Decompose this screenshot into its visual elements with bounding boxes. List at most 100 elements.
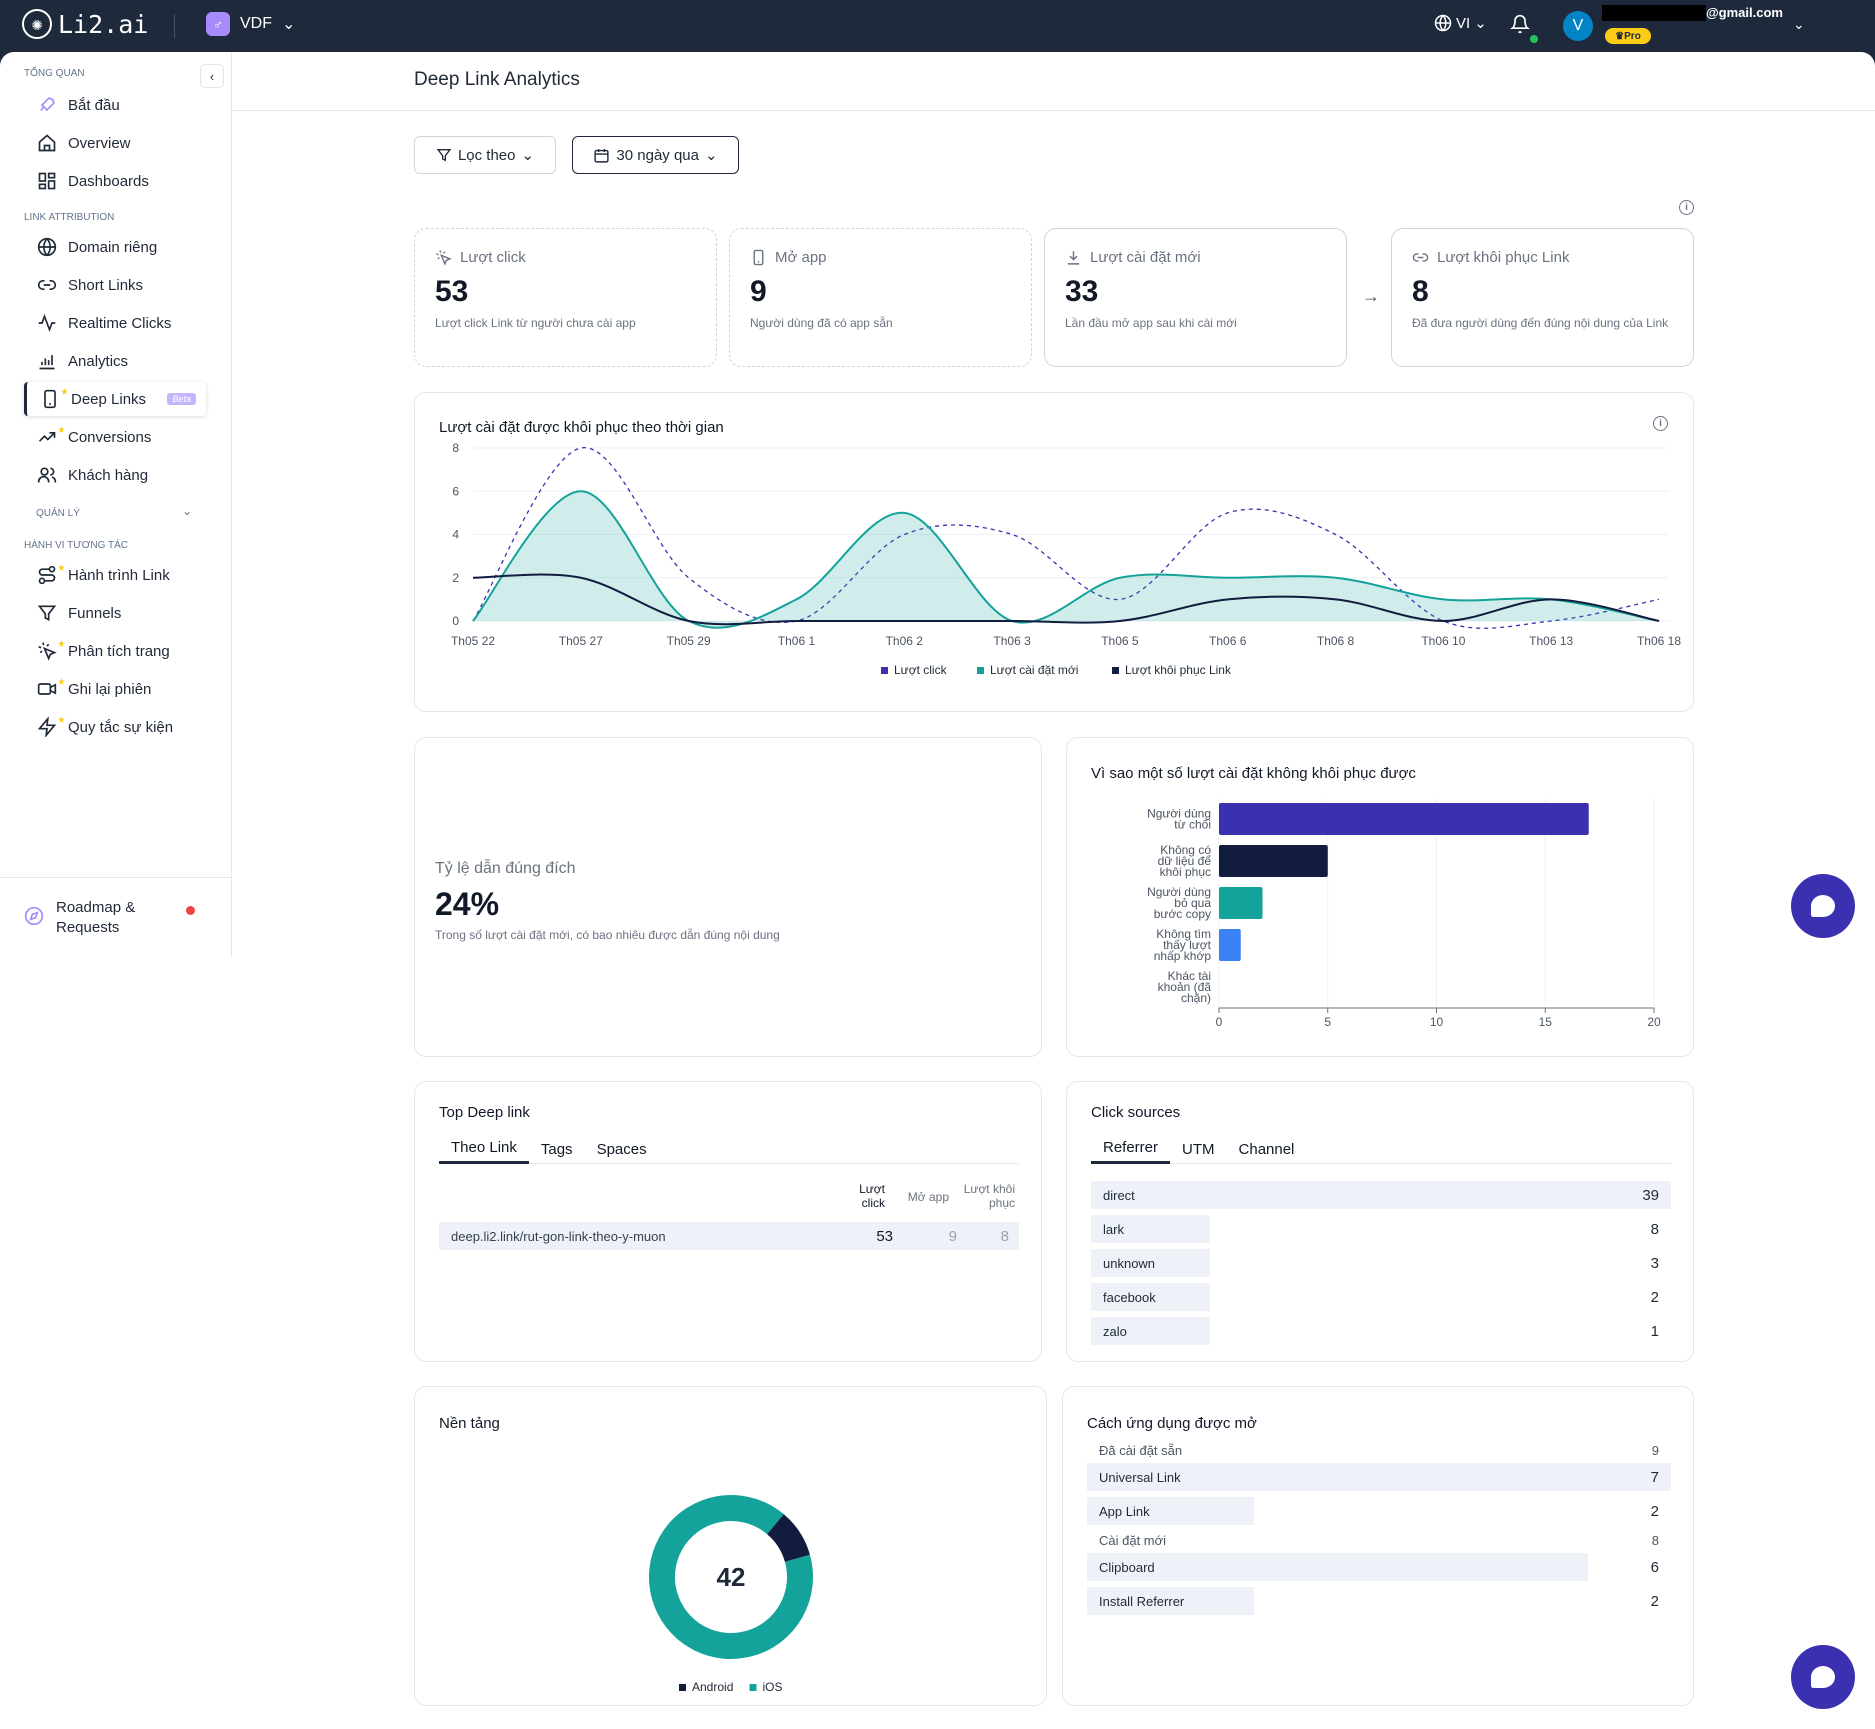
source-row[interactable]: facebook 2 xyxy=(1091,1283,1671,1311)
sidebar-item-label: Khách hàng xyxy=(68,466,149,484)
row-opens: 9 xyxy=(948,1227,957,1245)
sidebar-item-session-recording[interactable]: Ghi lại phiên xyxy=(24,672,206,706)
sidebar-item-label: Bắt đầu xyxy=(68,96,120,114)
sidebar-item-deep-links[interactable]: Deep Links Beta xyxy=(24,382,206,416)
sidebar-item-domain[interactable]: Domain riêng xyxy=(24,230,206,264)
group-label: Đã cài đặt sẵn xyxy=(1099,1443,1183,1458)
sidebar-item-overview[interactable]: Overview xyxy=(24,126,206,160)
globe-icon xyxy=(1434,14,1452,32)
tab-tags[interactable]: Tags xyxy=(540,1140,573,1158)
filter-button[interactable]: Lọc theo ⌄ xyxy=(414,136,556,174)
source-row[interactable]: zalo 1 xyxy=(1091,1317,1671,1345)
category-label-line: Người dùng xyxy=(1147,807,1211,821)
info-icon[interactable]: i xyxy=(1679,200,1694,215)
workspace-switcher[interactable]: ♂ VDF ⌄ xyxy=(206,12,295,36)
method-bar xyxy=(1087,1587,1254,1615)
method-row[interactable]: Clipboard 6 xyxy=(1087,1553,1671,1581)
tab-channel[interactable]: Channel xyxy=(1238,1140,1295,1158)
stat-description: Người dùng đã có app sẵn xyxy=(750,316,893,330)
section-label-attribution: LINK ATTRIBUTION xyxy=(24,212,115,223)
category-label-line: Khác tài xyxy=(1168,969,1211,983)
column-header-clicks[interactable]: Lượt click xyxy=(859,1182,885,1210)
top-deep-link-card: Top Deep link Theo Link Tags Spaces Lượt… xyxy=(414,1081,1042,1362)
sidebar-item-link-journey[interactable]: Hành trình Link xyxy=(24,558,206,592)
column-header-opens[interactable]: Mở app xyxy=(907,1190,949,1204)
source-row[interactable]: direct 39 xyxy=(1091,1181,1671,1209)
stat-label-text: Mở app xyxy=(775,249,827,266)
success-rate-description: Trong số lượt cài đặt mới, có bao nhiêu … xyxy=(435,928,780,942)
x-tick-label: Th06 13 xyxy=(1529,634,1573,648)
sidebar-item-label: Deep Links xyxy=(71,390,147,408)
app-shell: TỔNG QUAN ‹ Bắt đầu Overview Dashboards … xyxy=(0,52,1875,1729)
method-row[interactable]: Install Referrer 2 xyxy=(1087,1587,1671,1615)
sidebar-item-realtime[interactable]: Realtime Clicks xyxy=(24,306,206,340)
sidebar-item-event-rules[interactable]: Quy tắc sự kiện xyxy=(24,710,206,744)
app-open-card: Cách ứng dụng được mở Đã cài đặt sẵn 9 Uni… xyxy=(1062,1386,1694,1706)
click-sources-card: Click sources Referrer UTM Channel direc… xyxy=(1066,1081,1694,1362)
roadmap-link[interactable]: Roadmap & Requests xyxy=(24,898,135,938)
category-label-line: khoản (đã xyxy=(1158,980,1212,994)
source-row[interactable]: lark 8 xyxy=(1091,1215,1671,1243)
chevron-down-icon[interactable]: ⌄ xyxy=(182,504,193,518)
language-switcher[interactable]: VI ⌄ xyxy=(1434,14,1487,32)
chevron-down-icon: ⌄ xyxy=(1474,15,1487,32)
collapse-sidebar-button[interactable]: ‹ xyxy=(200,64,224,88)
roadmap-notification-dot xyxy=(186,906,195,915)
source-name: direct xyxy=(1103,1188,1135,1203)
tab-by-link[interactable]: Theo Link xyxy=(439,1134,529,1164)
category-label-line: Người dùng xyxy=(1147,885,1211,899)
group-total: 9 xyxy=(1651,1443,1659,1458)
sidebar-item-start[interactable]: Bắt đầu xyxy=(24,88,206,122)
stat-card-restores: Lượt khôi phục Link 8 Đã đưa người dùng … xyxy=(1391,228,1694,367)
user-menu-chevron-icon[interactable]: ⌄ xyxy=(1793,16,1805,32)
y-tick-label: 0 xyxy=(452,614,459,628)
category-label: Không tìm thấy lượt nhấp khớp xyxy=(1154,927,1212,963)
source-name: facebook xyxy=(1103,1290,1156,1305)
sidebar-item-conversions[interactable]: Conversions xyxy=(24,420,206,454)
bar-chart-icon xyxy=(36,350,58,372)
sidebar-item-page-analytics[interactable]: Phân tích trang xyxy=(24,634,206,668)
logo[interactable]: ✺ Li2.ai xyxy=(22,9,148,39)
tab-spaces[interactable]: Spaces xyxy=(596,1140,647,1158)
x-tick-label: Th06 1 xyxy=(778,634,816,648)
sidebar-item-analytics[interactable]: Analytics xyxy=(24,344,206,378)
sidebar-item-customers[interactable]: Khách hàng xyxy=(24,458,206,492)
sidebar-item-label: Dashboards xyxy=(68,172,149,190)
method-value: 7 xyxy=(1650,1469,1659,1486)
method-name: Clipboard xyxy=(1099,1560,1155,1575)
y-tick-label: 8 xyxy=(452,441,459,455)
star-icon xyxy=(58,678,65,685)
tab-referrer[interactable]: Referrer xyxy=(1091,1134,1171,1164)
sidebar-item-label: Hành trình Link xyxy=(68,566,170,584)
beta-badge: Beta xyxy=(167,393,196,405)
chat-button[interactable] xyxy=(1791,1645,1855,1709)
sidebar-item-funnels[interactable]: Funnels xyxy=(24,596,206,630)
method-row[interactable]: Universal Link 7 xyxy=(1087,1463,1671,1491)
column-header-restores[interactable]: Lượt khôi phục xyxy=(963,1182,1015,1210)
avatar[interactable]: V xyxy=(1563,11,1593,41)
chart-title: Nền tảng xyxy=(439,1415,500,1432)
grid-icon xyxy=(36,170,58,192)
table-row[interactable]: deep.li2.link/rut-gon-link-theo-y-muon 5… xyxy=(439,1222,1019,1250)
method-row[interactable]: App Link 2 xyxy=(1087,1497,1671,1525)
chat-button[interactable] xyxy=(1791,874,1855,938)
stat-card-installs: Lượt cài đặt mới 33 Lần đầu mở app sau k… xyxy=(1044,228,1347,367)
sidebar-item-short-links[interactable]: Short Links xyxy=(24,268,206,302)
workspace-name: VDF xyxy=(240,15,272,32)
stat-label-text: Lượt click xyxy=(460,249,526,266)
info-icon[interactable]: i xyxy=(1653,416,1668,431)
users-icon xyxy=(36,464,58,486)
zap-icon xyxy=(36,716,65,738)
star-icon xyxy=(61,388,68,395)
x-tick-label: Th05 22 xyxy=(451,634,495,648)
group-total: 8 xyxy=(1651,1533,1659,1548)
date-range-button[interactable]: 30 ngày qua ⌄ xyxy=(572,136,739,174)
row-restores: 8 xyxy=(1000,1227,1009,1245)
sidebar-item-dashboards[interactable]: Dashboards xyxy=(24,164,206,198)
source-row[interactable]: unknown 3 xyxy=(1091,1249,1671,1277)
notification-status-dot xyxy=(1530,35,1538,43)
link-url[interactable]: deep.li2.link/rut-gon-link-theo-y-muon xyxy=(451,1228,666,1244)
x-tick-label: 20 xyxy=(1647,1015,1661,1029)
tab-utm[interactable]: UTM xyxy=(1182,1140,1215,1158)
notification-bell-icon[interactable] xyxy=(1509,14,1531,40)
